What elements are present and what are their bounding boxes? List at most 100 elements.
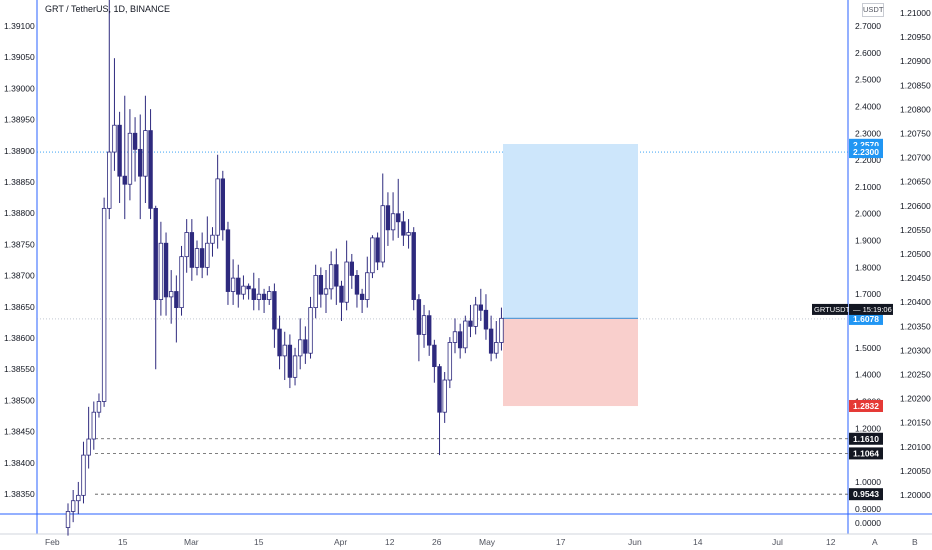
candle-body <box>132 132 138 150</box>
profit-zone[interactable] <box>503 144 638 319</box>
currency-badge[interactable]: USDT <box>862 3 884 17</box>
price-label-box <box>849 312 883 325</box>
right-axis-tick: 1.20100 <box>900 442 931 452</box>
right-axis-tick: 1.20950 <box>900 32 931 42</box>
candle-body <box>168 291 174 298</box>
left-axis-tick: 1.38650 <box>4 302 35 312</box>
candle-body <box>107 151 112 209</box>
price-label: 2.2300 <box>853 147 879 157</box>
candle-body <box>401 221 406 236</box>
candle-body <box>437 366 442 413</box>
left-axis-tick: 1.39000 <box>4 83 35 93</box>
price-label: 1.1610 <box>853 434 879 444</box>
middle-axis-tick: 2.0000 <box>855 209 881 219</box>
middle-axis-tick: 0.0000 <box>855 518 881 528</box>
candle-body <box>334 264 339 287</box>
candle-body <box>272 291 277 330</box>
scale-button-b[interactable]: B <box>912 537 918 547</box>
countdown-box <box>849 303 893 315</box>
middle-axis-tick: 1.4000 <box>855 370 881 380</box>
right-axis-tick: 1.20700 <box>900 153 931 163</box>
candle-body <box>91 411 96 440</box>
candle-body <box>323 288 329 295</box>
long-position-tool[interactable] <box>503 144 638 407</box>
left-axis-tick: 1.38850 <box>4 177 35 187</box>
candle-body <box>380 205 385 263</box>
candle-body <box>473 304 478 327</box>
middle-axis-tick: 2.4000 <box>855 101 881 111</box>
symbol-label: GRTUSDT <box>814 305 851 314</box>
price-label: 0.9543 <box>853 489 879 499</box>
candles-layer <box>65 0 504 536</box>
candle-body <box>127 132 133 185</box>
middle-axis-tick: 2.2000 <box>855 155 881 165</box>
right-axis-tick: 1.20000 <box>900 490 931 500</box>
scale-button-a[interactable]: A <box>872 537 878 547</box>
time-axis-tick: 14 <box>693 537 703 547</box>
candle-body <box>488 328 494 354</box>
middle-axis-tick: 2.1000 <box>855 182 881 192</box>
candle-body <box>452 331 458 343</box>
candle-body <box>277 328 282 357</box>
candle-body <box>261 293 267 300</box>
left-axis-tick: 1.38900 <box>4 146 35 156</box>
right-axis-tick: 1.20250 <box>900 370 931 380</box>
time-axis-tick: Mar <box>184 537 199 547</box>
price-label: 1.2832 <box>853 401 879 411</box>
candle-body <box>411 232 416 300</box>
candle-body <box>112 124 117 153</box>
middle-axis-tick: 2.7000 <box>855 21 881 31</box>
candle-body <box>375 237 380 263</box>
price-label-box <box>849 399 883 412</box>
symbol-label-box <box>812 303 848 315</box>
left-axis-tick: 1.38600 <box>4 333 35 343</box>
left-axis-tick: 1.38450 <box>4 427 35 437</box>
right-axis-tick: 1.20850 <box>900 80 931 90</box>
candle-body <box>256 293 262 300</box>
candle-body <box>148 130 153 209</box>
time-axis-tick: 15 <box>254 537 264 547</box>
candle-body <box>468 320 473 327</box>
candle-body <box>251 288 256 300</box>
candle-body <box>210 234 215 244</box>
time-axis-tick: 12 <box>826 537 836 547</box>
candle-body <box>189 232 195 268</box>
left-axis-tick: 1.38350 <box>4 489 35 499</box>
middle-axis-tick: 2.3000 <box>855 128 881 138</box>
candle-body <box>282 344 287 357</box>
price-label: 2.2570 <box>853 140 879 150</box>
left-axis-tick: 1.38550 <box>4 364 35 374</box>
candle-body <box>385 205 391 231</box>
candle-body <box>117 124 122 177</box>
candle-body <box>179 256 184 309</box>
candle-body <box>138 148 143 177</box>
candle-body <box>297 339 303 357</box>
candle-body <box>246 285 251 290</box>
candle-body <box>215 178 220 236</box>
candle-body <box>199 248 205 268</box>
price-label-box <box>849 146 883 159</box>
right-axis-tick: 1.21000 <box>900 8 931 18</box>
candle-body <box>339 285 344 303</box>
candle-body <box>457 331 463 349</box>
candle-body <box>344 261 349 303</box>
candle-body <box>416 299 422 335</box>
candle-body <box>349 261 354 276</box>
candle-body <box>442 379 447 413</box>
middle-axis-tick: 1.9000 <box>855 236 881 246</box>
middle-axis-tick: 0.9000 <box>855 504 881 514</box>
left-axis-tick: 1.38700 <box>4 271 35 281</box>
time-axis-tick: Jul <box>772 537 783 547</box>
left-axis-tick: 1.38750 <box>4 239 35 249</box>
candle-body <box>499 317 504 343</box>
candle-body <box>308 307 313 354</box>
right-axis-tick: 1.20300 <box>900 345 931 355</box>
candle-body <box>365 272 370 300</box>
time-axis-tick: 17 <box>556 537 566 547</box>
time-axis-tick: Feb <box>45 537 60 547</box>
loss-zone[interactable] <box>503 318 638 407</box>
time-axis-tick: 12 <box>385 537 395 547</box>
